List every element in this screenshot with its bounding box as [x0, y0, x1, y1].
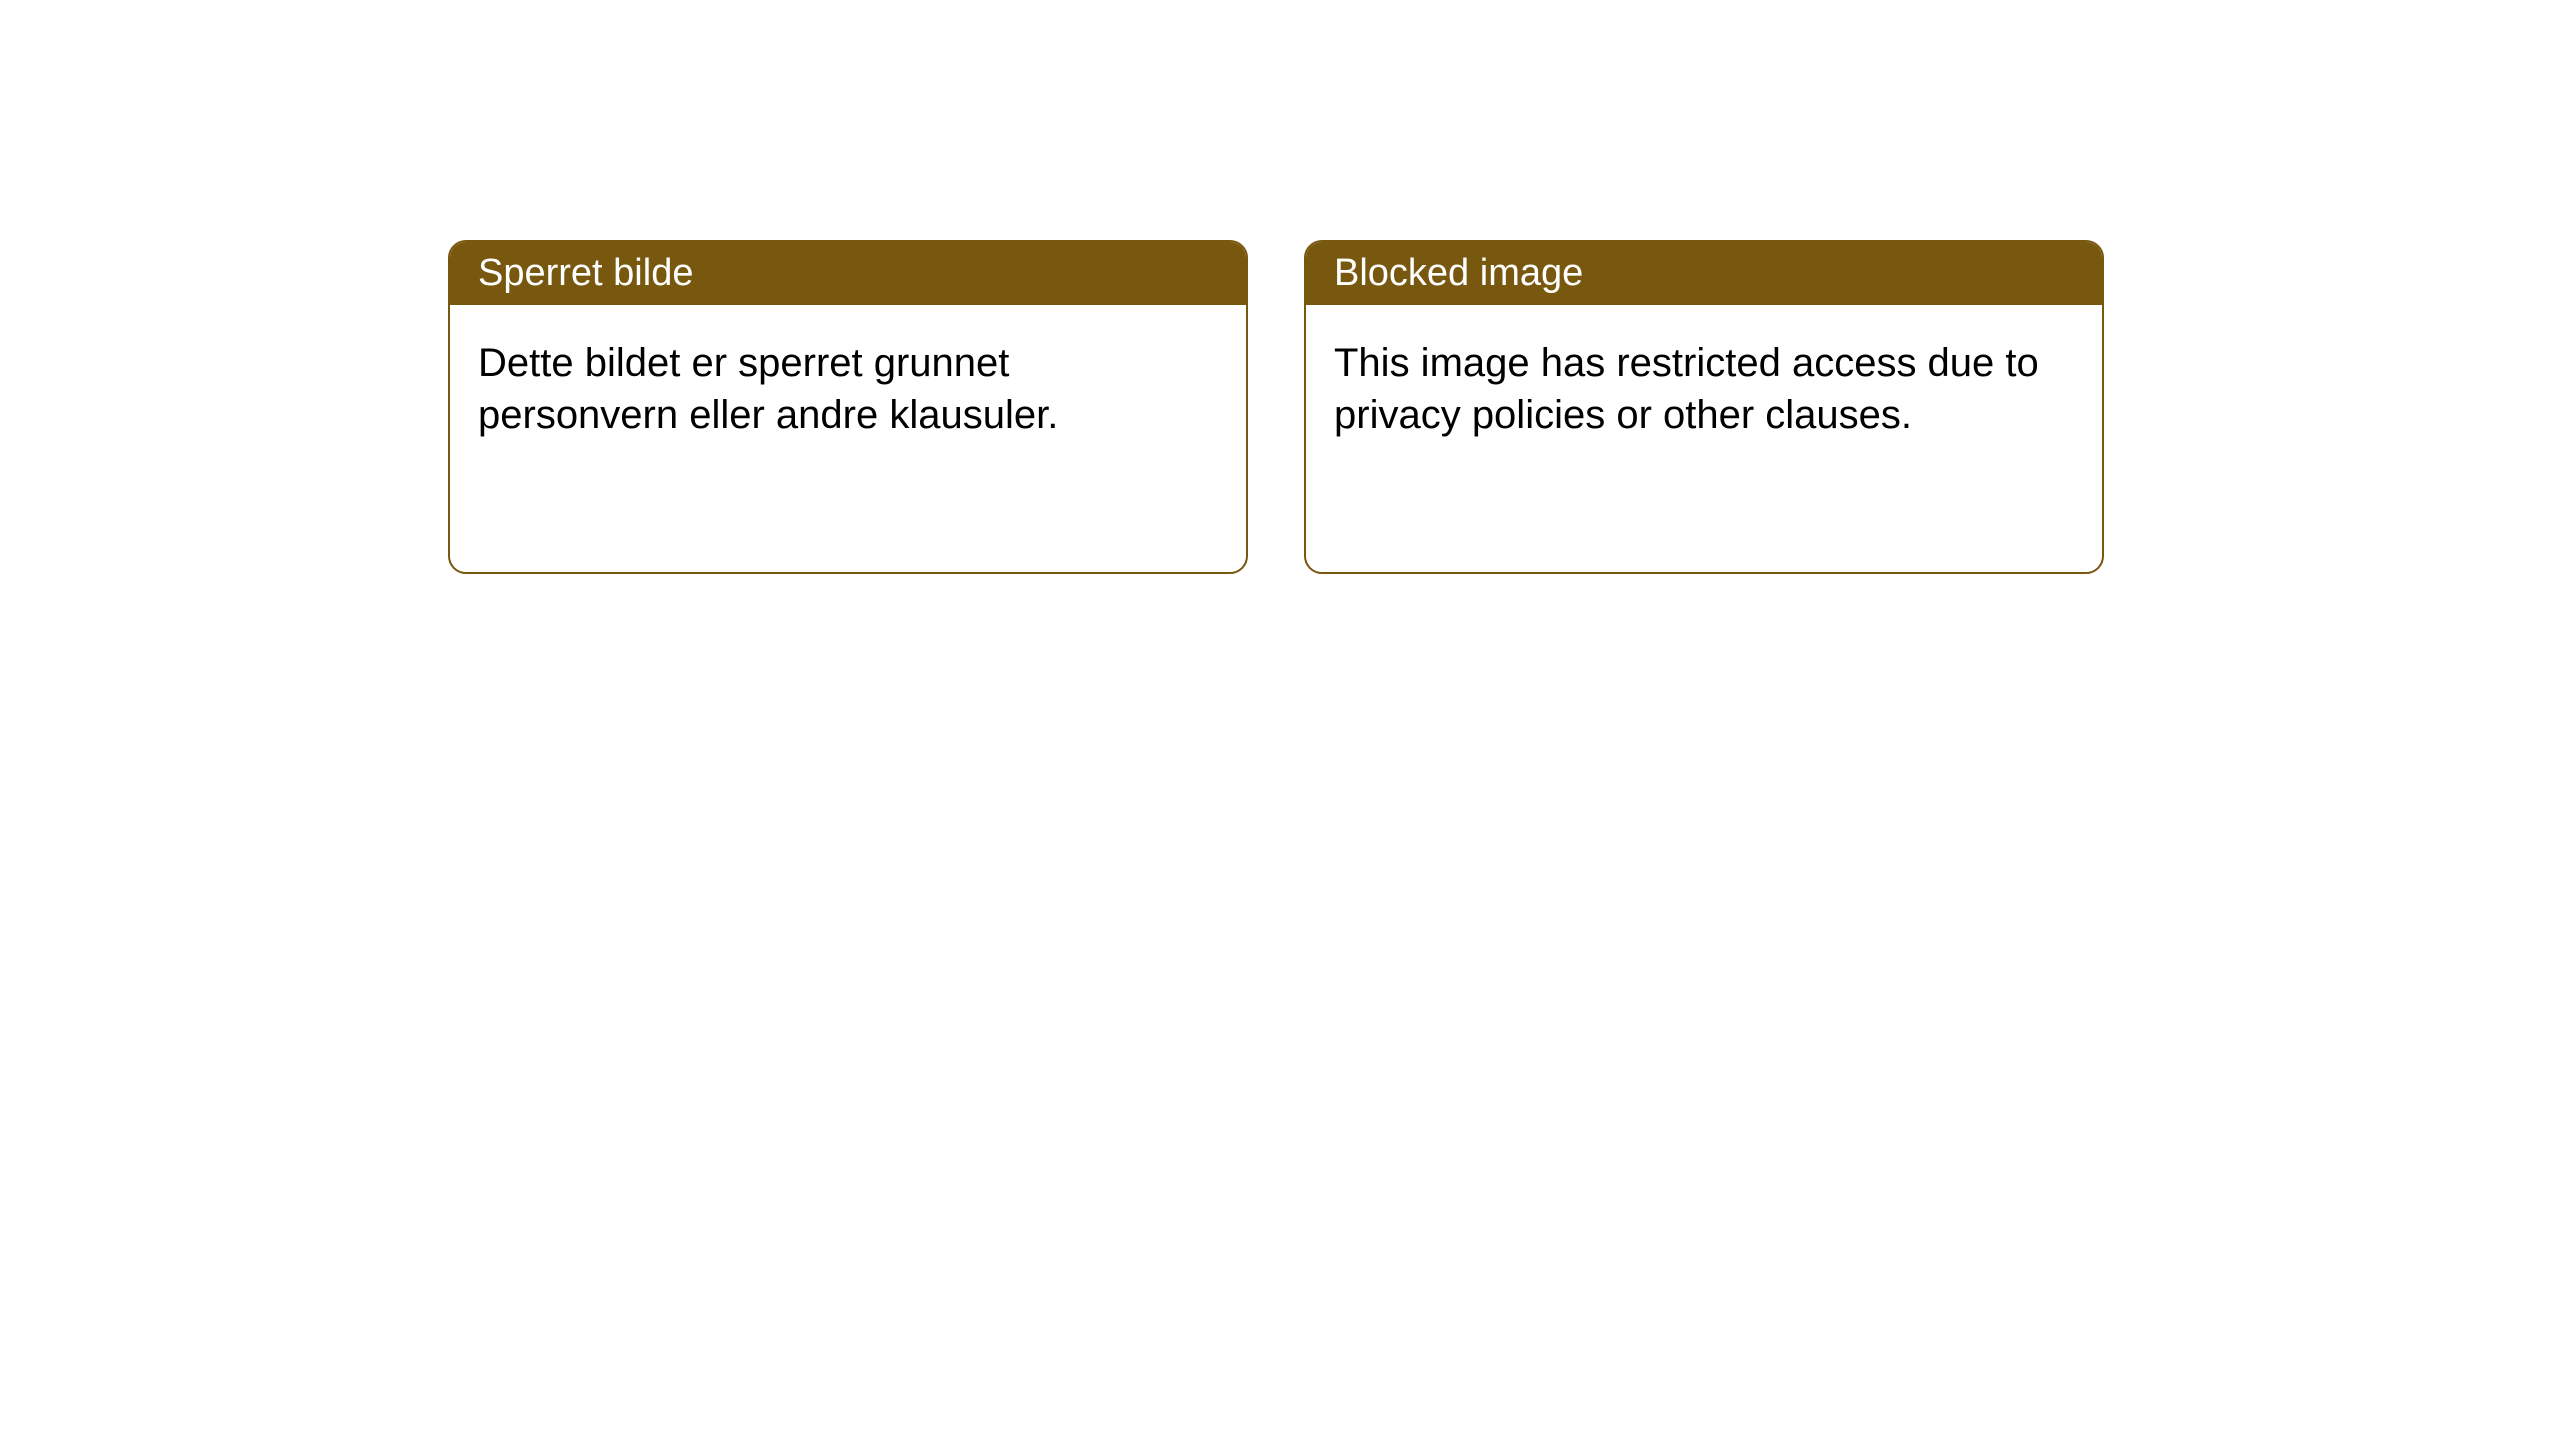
notice-body-text: Dette bildet er sperret grunnet personve… — [478, 341, 1058, 437]
notice-header: Blocked image — [1306, 242, 2102, 305]
notice-container: Sperret bilde Dette bildet er sperret gr… — [0, 0, 2560, 574]
notice-header: Sperret bilde — [450, 242, 1246, 305]
notice-card-english: Blocked image This image has restricted … — [1304, 240, 2104, 574]
notice-body: Dette bildet er sperret grunnet personve… — [450, 305, 1246, 473]
notice-title: Sperret bilde — [478, 252, 693, 294]
notice-body: This image has restricted access due to … — [1306, 305, 2102, 473]
notice-body-text: This image has restricted access due to … — [1334, 341, 2039, 437]
notice-card-norwegian: Sperret bilde Dette bildet er sperret gr… — [448, 240, 1248, 574]
notice-title: Blocked image — [1334, 252, 1583, 294]
